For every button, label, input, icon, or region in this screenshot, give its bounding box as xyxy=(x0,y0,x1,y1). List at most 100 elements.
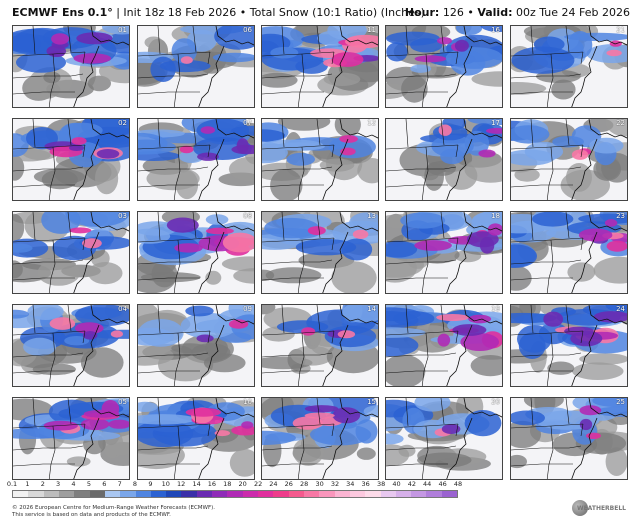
member-number: 04 xyxy=(118,305,127,313)
snow-shading xyxy=(579,353,627,365)
colorbar-swatch xyxy=(242,491,258,497)
model-name: ECMWF Ens 0.1° xyxy=(12,6,113,19)
snow-shading xyxy=(543,311,564,327)
snow-shading xyxy=(270,168,303,200)
ensemble-member-panel: 03 xyxy=(12,211,130,294)
ensemble-grid: 01 06 11 16 21 02 07 12 17 22 03 08 13 18 23 04 09 14 19 24… xyxy=(12,25,628,480)
state-borders xyxy=(386,212,459,293)
colorbar-tick-label: 22 xyxy=(253,480,263,488)
member-number: 19 xyxy=(491,305,500,313)
title-separator: • xyxy=(239,6,250,19)
snow-shading xyxy=(533,36,565,53)
snow-shading xyxy=(441,424,461,434)
snow-shading xyxy=(532,212,574,227)
snow-shading xyxy=(464,157,502,183)
footer: © 2026 European Centre for Medium-Range … xyxy=(12,505,215,519)
service-note: This service is based on data and produc… xyxy=(12,512,171,518)
snow-shading xyxy=(572,362,624,380)
colorbar-tick-label: 40 xyxy=(392,480,401,488)
snow-shading xyxy=(264,217,319,239)
snow-shading xyxy=(363,405,378,418)
logo-text: WEATHERBELL xyxy=(576,505,626,512)
snow-shading xyxy=(386,42,408,62)
state-borders xyxy=(262,398,335,479)
header: ECMWF Ens 0.1° | Init 18z 18 Feb 2026 • … xyxy=(0,0,640,22)
snowfall-map xyxy=(511,305,627,386)
colorbar-tick-label: 20 xyxy=(238,480,247,488)
state-borders xyxy=(138,212,211,293)
coastline xyxy=(571,26,627,107)
colorbar-swatch xyxy=(334,491,350,497)
snow-shading xyxy=(454,39,469,52)
snow-shading xyxy=(331,52,364,67)
ensemble-member-panel: 20 xyxy=(385,397,503,480)
snow-shading xyxy=(551,79,576,100)
snow-shading xyxy=(386,240,418,258)
colorbar-tick-label: 26 xyxy=(284,480,293,488)
snow-shading xyxy=(386,307,421,322)
snow-shading xyxy=(51,33,70,45)
colorbar-swatch xyxy=(303,491,320,497)
member-number: 23 xyxy=(616,212,625,220)
colorbar-swatch xyxy=(181,491,197,497)
snow-shading xyxy=(410,64,432,73)
snow-shading xyxy=(593,311,627,323)
coastline xyxy=(446,119,502,200)
coastline xyxy=(446,212,502,293)
snow-shading xyxy=(323,72,361,86)
snowfall-map xyxy=(13,305,129,386)
coastline xyxy=(322,26,378,107)
snow-shading xyxy=(386,433,404,445)
snowfall-map xyxy=(138,119,254,200)
snow-shading xyxy=(96,149,120,159)
colorbar-tick-label: 0.1 xyxy=(6,480,18,488)
colorbar-tick-label: 34 xyxy=(346,480,355,488)
snow-shading xyxy=(23,337,57,356)
snowfall-map xyxy=(138,305,254,386)
snow-shading xyxy=(431,135,474,158)
snow-shading xyxy=(274,142,325,151)
snow-shading xyxy=(401,75,428,103)
state-borders xyxy=(13,398,86,479)
member-number: 05 xyxy=(118,398,127,406)
snow-shading xyxy=(511,265,532,291)
snow-shading xyxy=(138,401,158,412)
member-number: 11 xyxy=(367,26,376,34)
snow-shading xyxy=(342,305,378,323)
snow-shading xyxy=(233,268,254,284)
colorbar-ticks: 0.1 1 2 3 4 5 6 7 8 9 10 12 14 16 18 20 22 24 26 28 30 32 34 36… xyxy=(7,480,462,490)
snow-shading xyxy=(236,138,249,154)
coastline xyxy=(322,398,378,479)
state-borders xyxy=(386,26,459,107)
colorbar-tick-label: 3 xyxy=(56,480,61,488)
colorbar-swatch xyxy=(89,491,105,497)
snow-shading xyxy=(262,269,275,281)
snow-shading xyxy=(400,212,446,229)
ensemble-member-panel: 15 xyxy=(261,397,379,480)
snow-shading xyxy=(262,430,296,446)
hour-value: 126 xyxy=(442,6,464,19)
snow-shading xyxy=(138,414,196,425)
snow-shading xyxy=(166,217,199,233)
snow-shading xyxy=(88,262,123,285)
coastline xyxy=(73,119,129,200)
colorbar-tick-label: 12 xyxy=(177,480,186,488)
snowfall-map xyxy=(262,398,378,479)
snow-shading xyxy=(547,361,575,375)
state-borders xyxy=(511,398,584,479)
snow-shading xyxy=(298,252,355,269)
member-number: 08 xyxy=(243,212,252,220)
snow-shading xyxy=(605,447,627,476)
snow-shading xyxy=(108,419,129,429)
coastline xyxy=(571,398,627,479)
coastline xyxy=(198,398,254,479)
snow-shading xyxy=(579,405,602,416)
ensemble-member-panel: 13 xyxy=(261,211,379,294)
colorbar-swatch xyxy=(135,491,151,497)
snow-shading xyxy=(61,122,103,138)
state-borders xyxy=(511,305,584,386)
snowfall-map xyxy=(138,26,254,107)
ensemble-member-panel: 17 xyxy=(385,118,503,201)
snow-shading xyxy=(440,148,465,165)
snow-shading xyxy=(69,227,92,234)
